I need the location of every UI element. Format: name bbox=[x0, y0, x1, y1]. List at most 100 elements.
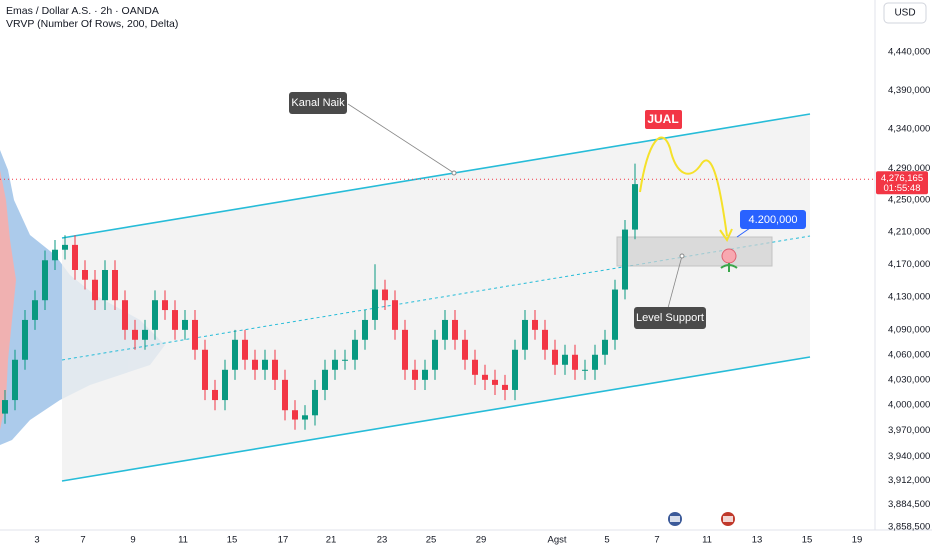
candle-body bbox=[102, 269, 108, 301]
channel-note: Kanal Naik bbox=[291, 97, 345, 109]
candle-body bbox=[432, 339, 438, 370]
target-box bbox=[740, 210, 806, 229]
candle-body bbox=[592, 354, 598, 370]
candle-body bbox=[72, 244, 78, 270]
x-tick-label: 7 bbox=[80, 535, 85, 546]
candle-body bbox=[272, 359, 278, 380]
candle-body bbox=[352, 339, 358, 360]
y-tick-label: 4,090,000 bbox=[888, 324, 930, 335]
indicator-label: VRVP (Number Of Rows, 200, Delta) bbox=[6, 18, 178, 30]
candle-body bbox=[562, 354, 568, 365]
candle-body bbox=[112, 269, 118, 301]
candle-body bbox=[442, 319, 448, 340]
candle-body bbox=[582, 369, 588, 371]
candle-body bbox=[162, 300, 168, 311]
currency-button[interactable] bbox=[883, 2, 927, 24]
candle-body bbox=[322, 369, 328, 390]
candle-body bbox=[152, 300, 158, 330]
y-tick-label: 4,340,000 bbox=[888, 124, 930, 135]
candle-body bbox=[252, 359, 258, 370]
candle-body bbox=[282, 379, 288, 411]
x-tick-label: 3 bbox=[34, 535, 39, 546]
last-price-label: 4,276,165 bbox=[881, 173, 923, 184]
candles bbox=[2, 163, 638, 430]
target-pointer bbox=[736, 227, 751, 238]
candle-body bbox=[22, 319, 28, 360]
support-note: Level Support bbox=[636, 312, 704, 324]
y-tick-label: 4,250,000 bbox=[888, 195, 930, 206]
note-box bbox=[289, 92, 347, 114]
countdown-label: 01:55:48 bbox=[884, 183, 921, 194]
y-tick-label: 4,030,000 bbox=[888, 374, 930, 385]
y-tick-label: 4,440,000 bbox=[888, 47, 930, 58]
chart-title: Emas / Dollar A.S. · 2h · OANDA bbox=[6, 5, 159, 17]
event-icons bbox=[668, 512, 735, 526]
candle-body bbox=[332, 359, 338, 370]
support-pointer bbox=[667, 255, 683, 309]
y-tick-label: 4,210,000 bbox=[888, 227, 930, 238]
forecast-arrow bbox=[719, 228, 733, 243]
support-note-box bbox=[634, 307, 706, 329]
x-tick-label: 5 bbox=[604, 535, 609, 546]
candle-body bbox=[392, 300, 398, 330]
candle-body bbox=[362, 319, 368, 340]
candle-body bbox=[122, 300, 128, 330]
x-tick-label: 19 bbox=[852, 535, 863, 546]
flower-icon bbox=[721, 248, 737, 264]
x-tick-label: 13 bbox=[752, 535, 763, 546]
candle-body bbox=[232, 339, 238, 370]
candle-body bbox=[172, 310, 178, 330]
y-tick-label: 4,390,000 bbox=[888, 85, 930, 96]
candle-body bbox=[462, 339, 468, 360]
signal-note: JUAL bbox=[647, 112, 678, 126]
candle-body bbox=[182, 319, 188, 330]
candle-body bbox=[602, 339, 608, 355]
candle-body bbox=[262, 359, 268, 370]
y-tick-label: 4,290,000 bbox=[888, 163, 930, 174]
y-tick-label: 3,884,500 bbox=[888, 499, 930, 510]
candle-body bbox=[292, 410, 298, 420]
candle-body bbox=[302, 415, 308, 420]
candle-body bbox=[532, 319, 538, 330]
candle-body bbox=[542, 329, 548, 350]
candle-body bbox=[242, 339, 248, 360]
y-tick-label: 4,000,000 bbox=[888, 400, 930, 411]
last-price-tag bbox=[876, 171, 928, 195]
y-tick-label: 4,170,000 bbox=[888, 259, 930, 270]
currency-label: USD bbox=[894, 8, 915, 19]
x-tick-label: 23 bbox=[377, 535, 388, 546]
candle-body bbox=[12, 359, 18, 401]
x-tick-label: 17 bbox=[278, 535, 289, 546]
candle-body bbox=[192, 319, 198, 350]
candle-body bbox=[402, 329, 408, 370]
y-tick-label: 3,970,000 bbox=[888, 425, 930, 436]
y-tick-label: 3,912,000 bbox=[888, 475, 930, 486]
forecast-path bbox=[639, 136, 728, 237]
candle-body bbox=[502, 384, 508, 390]
candle-body bbox=[492, 379, 498, 385]
x-tick-label: 15 bbox=[227, 535, 238, 546]
x-tick-label: 29 bbox=[476, 535, 487, 546]
y-tick-label: 3,858,500 bbox=[888, 522, 930, 533]
note-pointer bbox=[347, 103, 455, 174]
candle-body bbox=[62, 244, 68, 250]
candle-body bbox=[522, 319, 528, 350]
x-tick-label: 21 bbox=[326, 535, 337, 546]
x-tick-label: 7 bbox=[654, 535, 659, 546]
flower-leaf bbox=[720, 263, 738, 272]
candle-body bbox=[32, 300, 38, 320]
candle-body bbox=[622, 229, 628, 290]
target-note: 4.200,000 bbox=[749, 214, 798, 226]
signal-box bbox=[645, 110, 682, 129]
candle-body bbox=[612, 289, 618, 340]
candle-body bbox=[312, 389, 318, 416]
note-dot bbox=[451, 170, 457, 176]
candle-body bbox=[92, 279, 98, 301]
x-tick-label: 25 bbox=[426, 535, 437, 546]
candle-body bbox=[42, 260, 48, 301]
candle-body bbox=[132, 329, 138, 340]
candle-body bbox=[212, 389, 218, 401]
candle-body bbox=[82, 269, 88, 280]
y-tick-label: 3,940,000 bbox=[888, 451, 930, 462]
candle-body bbox=[632, 184, 638, 230]
